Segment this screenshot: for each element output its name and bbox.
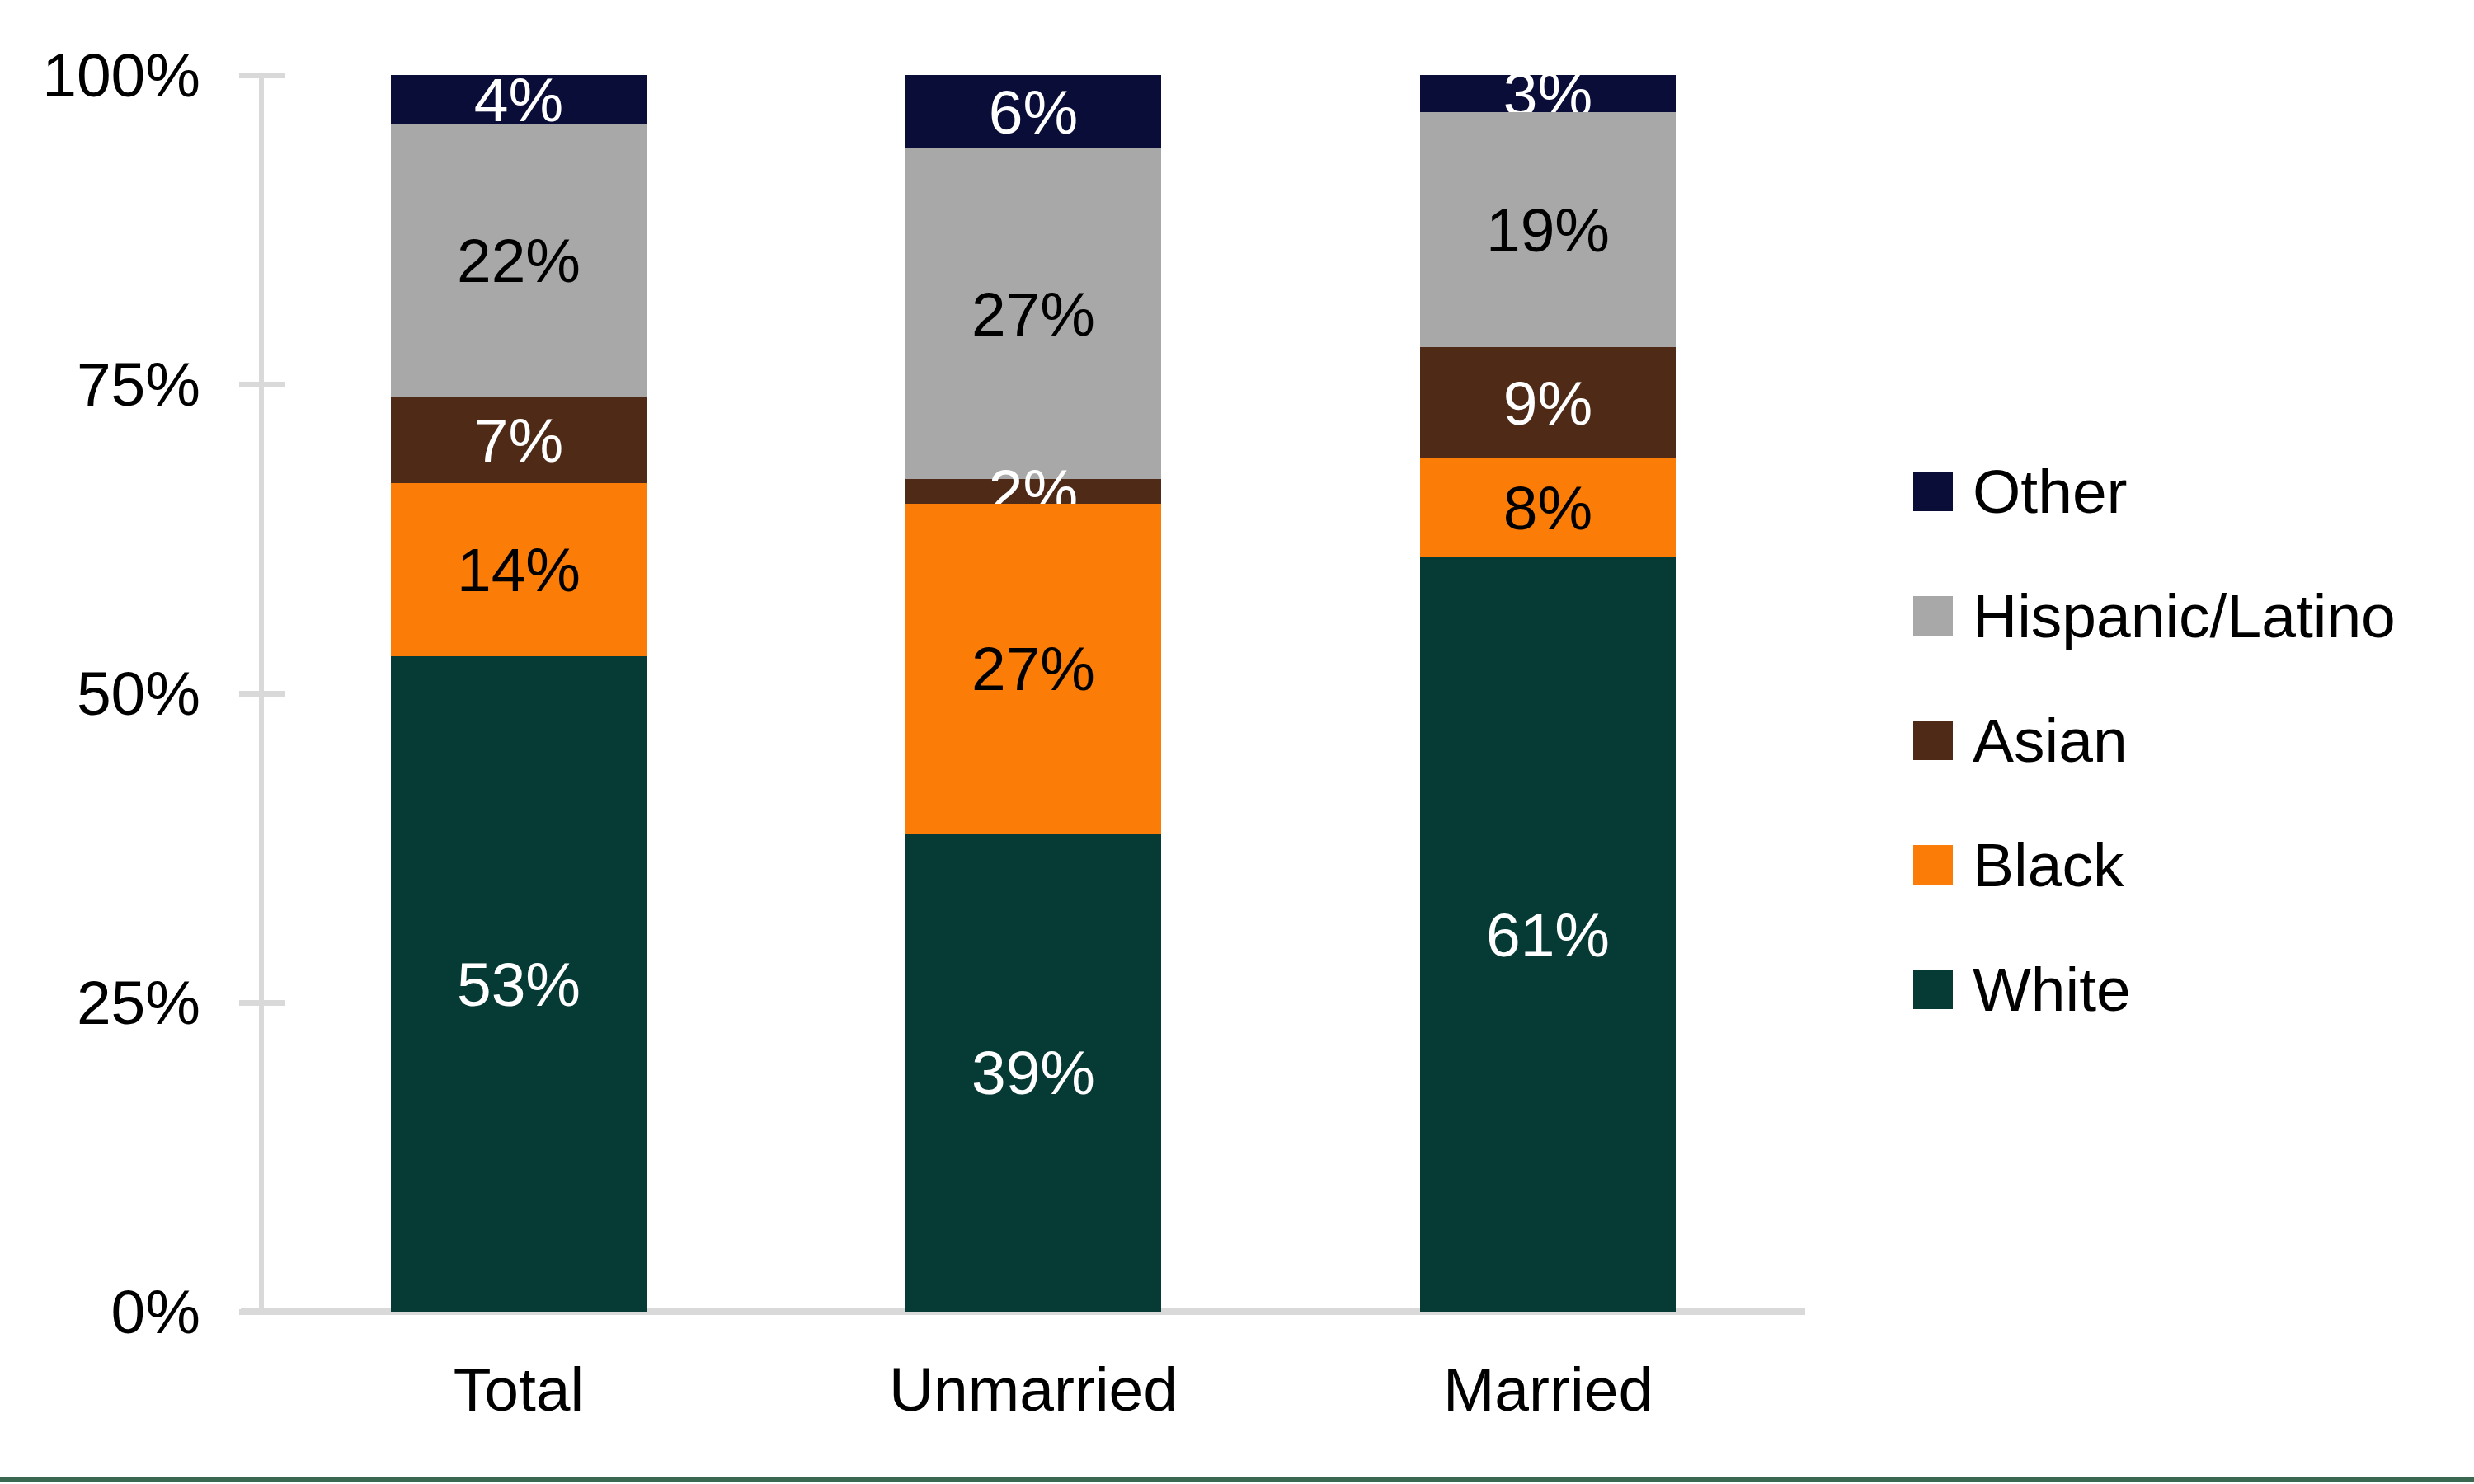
category-label: Married: [1300, 1356, 1795, 1422]
legend-item: Other: [1913, 460, 2128, 523]
bar-segment: 2%: [905, 479, 1161, 504]
bar-segment-label: 61%: [1420, 902, 1676, 968]
bar-segment-label: 19%: [1420, 197, 1676, 263]
bar-segment: 19%: [1420, 112, 1676, 347]
bar-segment-label: 14%: [391, 537, 647, 603]
bar-segment: 39%: [905, 834, 1161, 1312]
bar-segment: 61%: [1420, 557, 1676, 1312]
bar-column-total: 4% 22% 7% 14% 53%: [391, 75, 647, 1312]
legend-label: Black: [1973, 834, 2124, 896]
y-axis-tick-label: 25%: [25, 971, 200, 1034]
legend-label: White: [1973, 958, 2131, 1021]
bar-segment-label: 4%: [391, 67, 647, 133]
bar-segment-label: 8%: [1420, 475, 1676, 541]
bar-column-married: 3% 19% 9% 8% 61%: [1420, 75, 1676, 1312]
y-axis-tick: [239, 1309, 285, 1315]
bottom-accent-bar: [0, 1477, 2474, 1482]
y-axis-tick: [239, 691, 285, 697]
bar-segment-label: 39%: [905, 1040, 1161, 1106]
legend-item: Asian: [1913, 709, 2128, 772]
bar-segment: 4%: [391, 75, 647, 124]
bar-segment: 22%: [391, 124, 647, 397]
bar-segment: 6%: [905, 75, 1161, 148]
bar-column-unmarried: 6% 27% 2% 27% 39%: [905, 75, 1161, 1312]
bar-segment-label: 7%: [391, 407, 647, 473]
bar-segment: 7%: [391, 397, 647, 483]
legend-label: Other: [1973, 460, 2128, 523]
legend-item: Black: [1913, 834, 2124, 896]
y-axis-tick-label: 0%: [25, 1280, 200, 1343]
bar-segment: 27%: [905, 148, 1161, 479]
bar-segment: 9%: [1420, 347, 1676, 458]
legend-swatch-icon: [1913, 472, 1953, 511]
y-axis-tick: [239, 73, 285, 78]
bar-segment: 53%: [391, 656, 647, 1312]
legend-swatch-icon: [1913, 970, 1953, 1009]
bar-segment-label: 53%: [391, 951, 647, 1017]
bar-segment: 27%: [905, 504, 1161, 834]
bar-segment: 3%: [1420, 75, 1676, 112]
bar-segment-label: 27%: [905, 281, 1161, 347]
legend-swatch-icon: [1913, 596, 1953, 636]
y-axis-tick-label: 75%: [25, 353, 200, 416]
y-axis-tick-label: 100%: [25, 44, 200, 106]
legend-swatch-icon: [1913, 721, 1953, 760]
bar-segment: 8%: [1420, 458, 1676, 557]
stacked-bar-chart: 0% 25% 50% 75% 100% 4% 22% 7% 14% 53% 6% 27% 2% 27% 3…: [0, 0, 2474, 1484]
bar-segment-label: 22%: [391, 228, 647, 294]
legend-item: White: [1913, 958, 2131, 1021]
bar-segment-label: 27%: [905, 636, 1161, 702]
legend-swatch-icon: [1913, 845, 1953, 885]
bar-segment-label: 6%: [905, 79, 1161, 145]
bar-segment: 14%: [391, 483, 647, 656]
y-axis-tick: [239, 1000, 285, 1006]
category-label: Unmarried: [786, 1356, 1281, 1422]
y-axis-tick-label: 50%: [25, 662, 200, 725]
legend-item: Hispanic/Latino: [1913, 585, 2396, 647]
legend-label: Hispanic/Latino: [1973, 585, 2396, 647]
bar-segment-label: 9%: [1420, 370, 1676, 436]
y-axis-tick: [239, 382, 285, 387]
legend-label: Asian: [1973, 709, 2128, 772]
category-label: Total: [271, 1356, 766, 1422]
